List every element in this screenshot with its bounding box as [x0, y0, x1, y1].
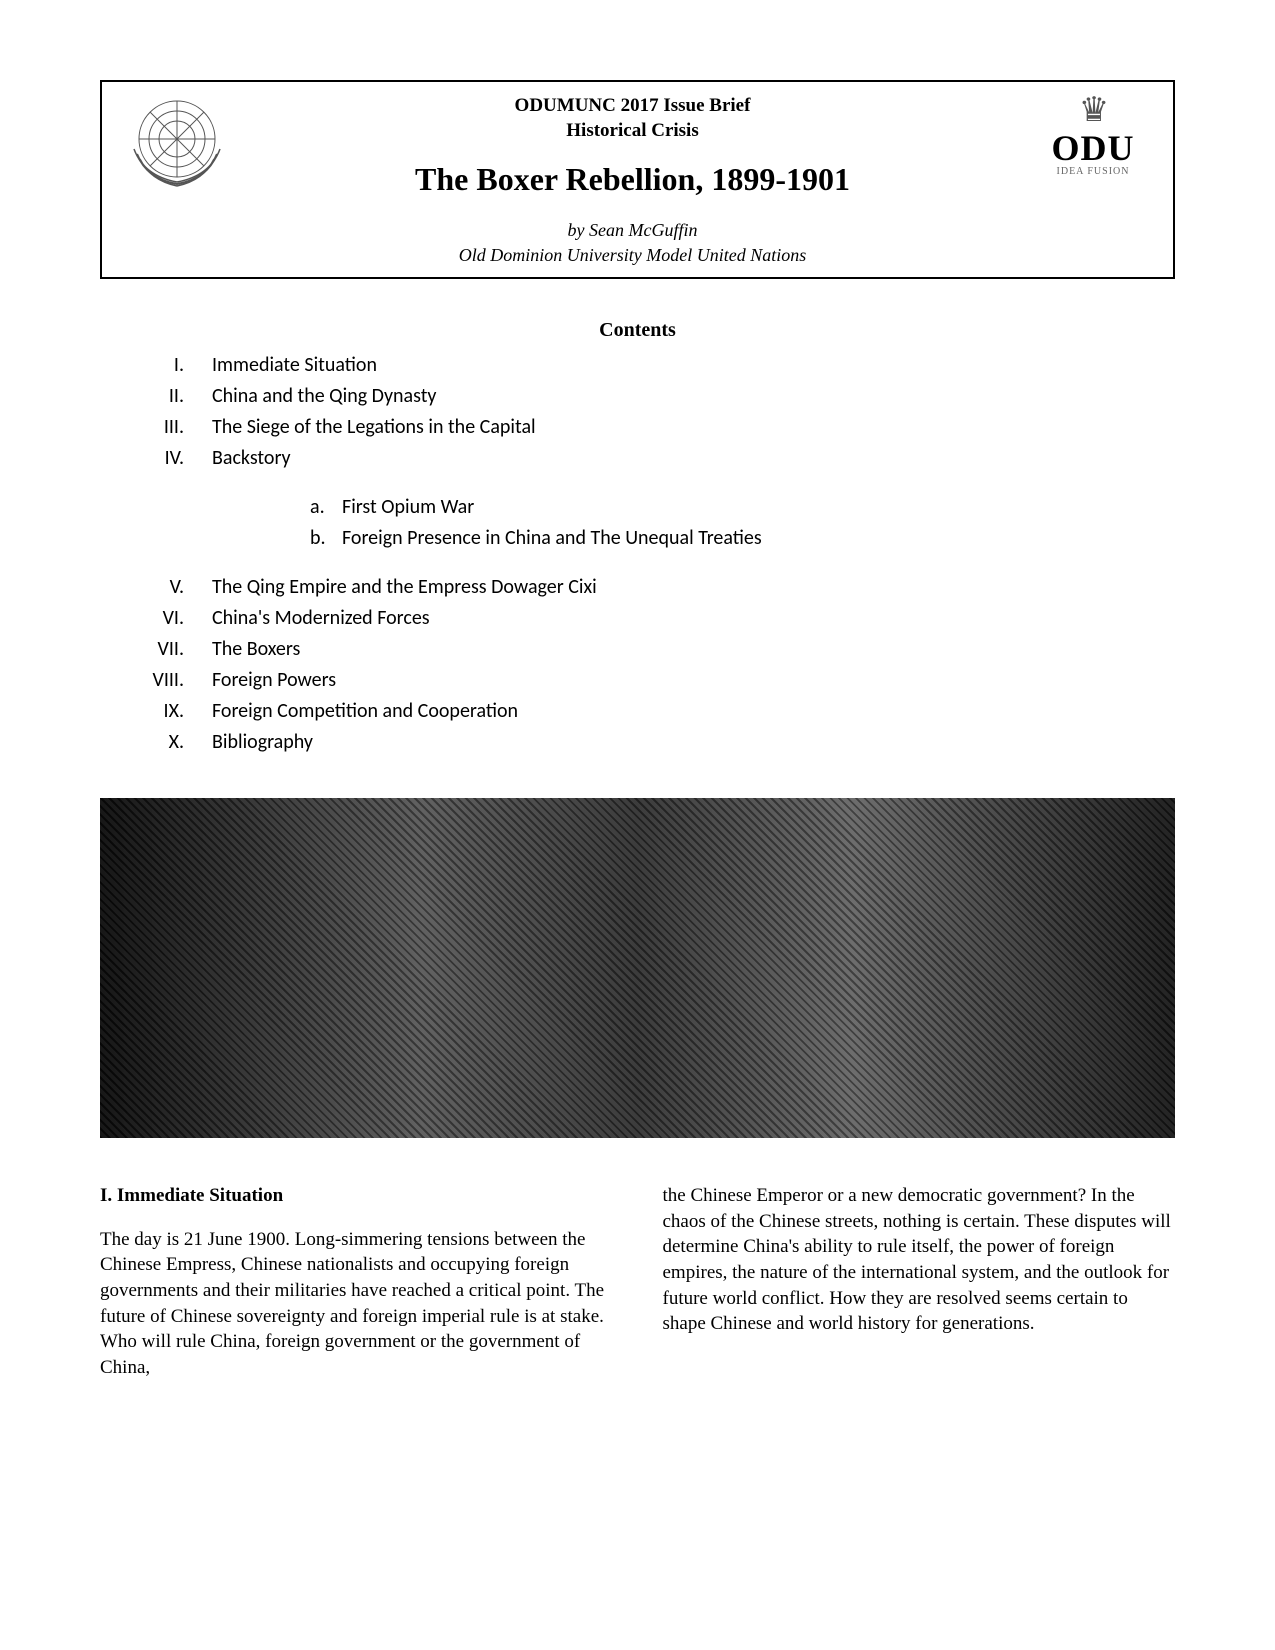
- toc-item: VII. The Boxers: [140, 634, 1175, 665]
- toc-label: Foreign Powers: [212, 665, 336, 696]
- toc-item: V. The Qing Empire and the Empress Dowag…: [140, 572, 1175, 603]
- toc-item: VIII. Foreign Powers: [140, 665, 1175, 696]
- toc-subitems: a. First Opium War b. Foreign Presence i…: [310, 492, 1175, 554]
- contents-heading: Contents: [100, 319, 1175, 342]
- section-heading: I. Immediate Situation: [100, 1183, 613, 1209]
- toc-sub-letter: a.: [310, 492, 342, 523]
- historical-illustration: [100, 798, 1175, 1138]
- toc-sub-label: First Opium War: [342, 492, 474, 523]
- body-paragraph: the Chinese Emperor or a new democratic …: [663, 1183, 1176, 1337]
- un-logo: [122, 94, 232, 189]
- toc-label: Bibliography: [212, 727, 313, 758]
- toc-item: X. Bibliography: [140, 727, 1175, 758]
- toc-label: The Boxers: [212, 634, 300, 665]
- toc-label: Backstory: [212, 443, 291, 474]
- toc-label: Foreign Competition and Cooperation: [212, 696, 518, 727]
- toc-item: III. The Siege of the Legations in the C…: [140, 412, 1175, 443]
- brief-line-2: Historical Crisis: [252, 119, 1013, 144]
- toc-number: VIII.: [140, 665, 212, 696]
- crown-icon: ♛: [1033, 94, 1153, 128]
- toc-number: IV.: [140, 443, 212, 474]
- body-text-columns: I. Immediate Situation The day is 21 Jun…: [100, 1183, 1175, 1380]
- header-title-block: ODUMUNC 2017 Issue Brief Historical Cris…: [252, 94, 1013, 267]
- toc-number: X.: [140, 727, 212, 758]
- header-box: ODUMUNC 2017 Issue Brief Historical Cris…: [100, 80, 1175, 279]
- org-line: Old Dominion University Model United Nat…: [252, 243, 1013, 267]
- brief-line-1: ODUMUNC 2017 Issue Brief: [252, 94, 1013, 119]
- right-column: the Chinese Emperor or a new democratic …: [663, 1183, 1176, 1380]
- un-emblem-icon: [122, 94, 232, 189]
- toc-item: IX. Foreign Competition and Cooperation: [140, 696, 1175, 727]
- toc-number: IX.: [140, 696, 212, 727]
- left-column: I. Immediate Situation The day is 21 Jun…: [100, 1183, 613, 1380]
- author-line: by Sean McGuffin: [252, 218, 1013, 242]
- odu-label: ODU: [1033, 130, 1153, 166]
- toc-number: I.: [140, 350, 212, 381]
- toc-number: V.: [140, 572, 212, 603]
- toc-item: II. China and the Qing Dynasty: [140, 381, 1175, 412]
- battle-scene-image: [100, 798, 1175, 1138]
- document-title: The Boxer Rebellion, 1899-1901: [252, 161, 1013, 198]
- odu-logo: ♛ ODU IDEA FUSION: [1033, 94, 1153, 177]
- toc-subitem: b. Foreign Presence in China and The Une…: [310, 523, 1175, 554]
- toc-subitem: a. First Opium War: [310, 492, 1175, 523]
- toc-sub-label: Foreign Presence in China and The Unequa…: [342, 523, 762, 554]
- body-paragraph: The day is 21 June 1900. Long-simmering …: [100, 1227, 613, 1381]
- toc-label: The Siege of the Legations in the Capita…: [212, 412, 536, 443]
- toc-sub-letter: b.: [310, 523, 342, 554]
- table-of-contents: I. Immediate Situation II. China and the…: [100, 350, 1175, 758]
- odu-tagline: IDEA FUSION: [1033, 166, 1153, 177]
- toc-number: II.: [140, 381, 212, 412]
- toc-number: VI.: [140, 603, 212, 634]
- toc-number: III.: [140, 412, 212, 443]
- toc-item: VI. China's Modernized Forces: [140, 603, 1175, 634]
- toc-item: I. Immediate Situation: [140, 350, 1175, 381]
- toc-label: China and the Qing Dynasty: [212, 381, 436, 412]
- toc-number: VII.: [140, 634, 212, 665]
- toc-label: The Qing Empire and the Empress Dowager …: [212, 572, 597, 603]
- toc-item: IV. Backstory: [140, 443, 1175, 474]
- toc-label: Immediate Situation: [212, 350, 377, 381]
- toc-label: China's Modernized Forces: [212, 603, 430, 634]
